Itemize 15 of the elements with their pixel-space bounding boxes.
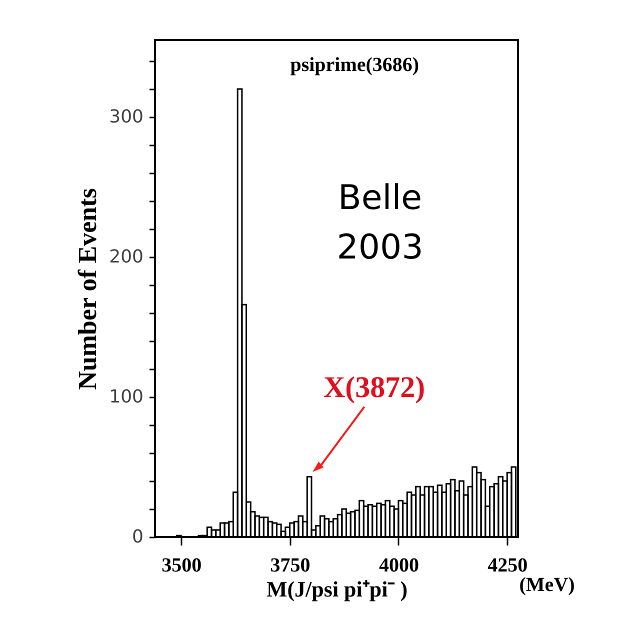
x-tick-label: 4000 [378, 554, 419, 576]
x-tick-label: 3500 [162, 554, 202, 576]
x-tick-label: 3750 [270, 554, 310, 576]
annotation: psiprime(3686) [290, 54, 420, 76]
x-tick-label: 4250 [488, 554, 528, 576]
y-tick-label: 300 [109, 106, 144, 128]
annotation: Belle [338, 178, 422, 218]
y-tick-label: 200 [109, 246, 144, 268]
y-axis-title: Number of Events [73, 188, 102, 390]
annotation: 2003 [336, 228, 424, 268]
x-axis-title: M(J/psi pi⁺pi⁻ ) [266, 576, 408, 602]
y-tick-label: 0 [132, 526, 144, 548]
y-tick-label: 100 [109, 386, 144, 408]
text: (MeV) [519, 574, 575, 596]
annotation: X(3872) [324, 370, 426, 404]
